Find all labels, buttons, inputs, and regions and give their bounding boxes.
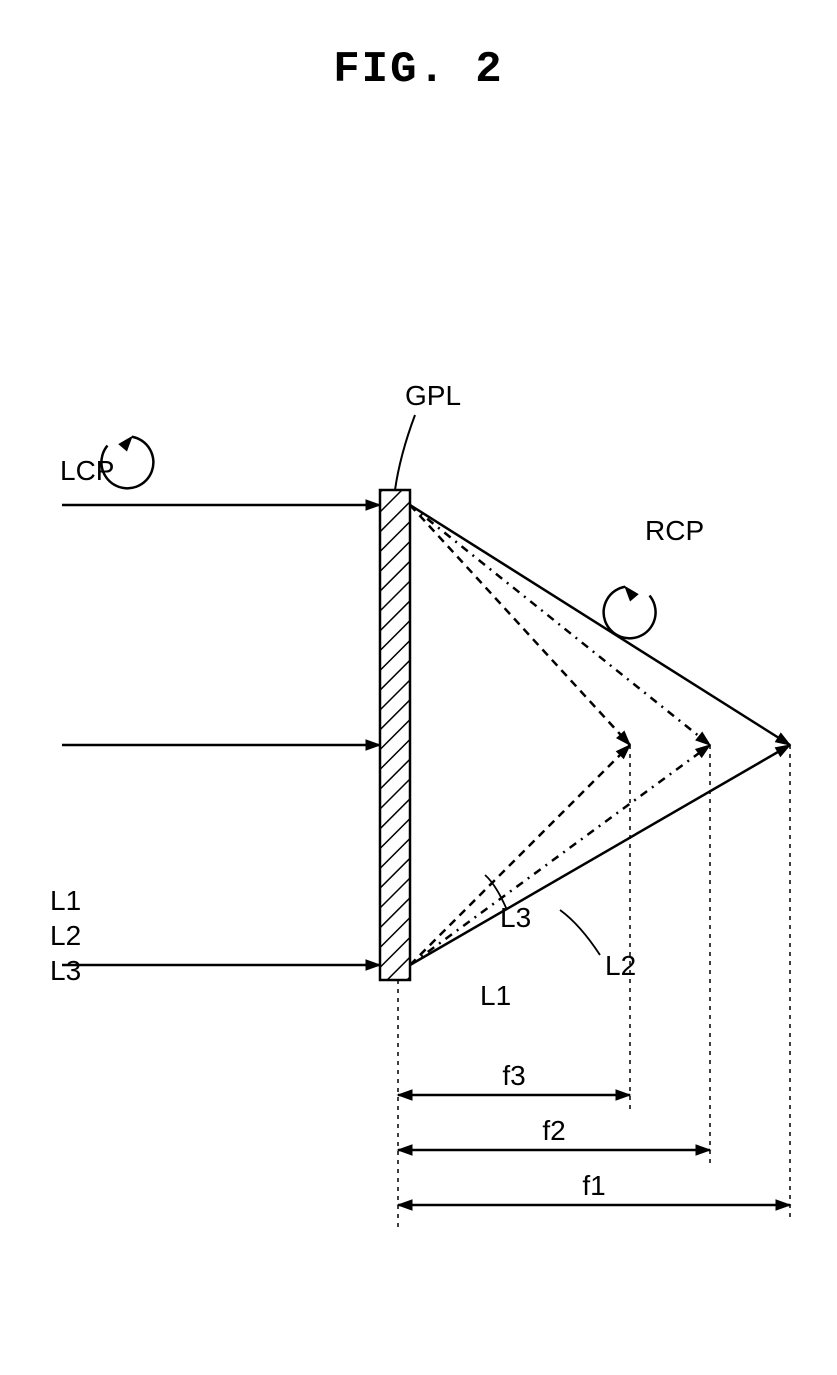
ray-l3-top xyxy=(410,505,630,745)
leader-l2 xyxy=(560,910,600,955)
label-gpl: GPL xyxy=(405,380,461,411)
label-l3-in: L3 xyxy=(50,955,81,986)
label-l2-out: L2 xyxy=(605,950,636,981)
label-l1-in: L1 xyxy=(50,885,81,916)
label-rcp: RCP xyxy=(645,515,704,546)
ray-l1-bottom xyxy=(410,745,790,965)
diagram-svg: GPLLCPRCPf3f2f1L1L2L3L1L2L3 xyxy=(0,0,837,1375)
label-l1-out: L1 xyxy=(480,980,511,1011)
dim-label-f3: f3 xyxy=(502,1060,525,1091)
ray-l1-top xyxy=(410,505,790,745)
label-l2-in: L2 xyxy=(50,920,81,951)
leader-l3 xyxy=(485,875,507,910)
lens-gpl xyxy=(380,490,410,980)
leader-gpl xyxy=(395,415,415,490)
label-lcp: LCP xyxy=(60,455,114,486)
dim-label-f2: f2 xyxy=(542,1115,565,1146)
ray-l2-bottom xyxy=(410,745,710,965)
dim-label-f1: f1 xyxy=(582,1170,605,1201)
